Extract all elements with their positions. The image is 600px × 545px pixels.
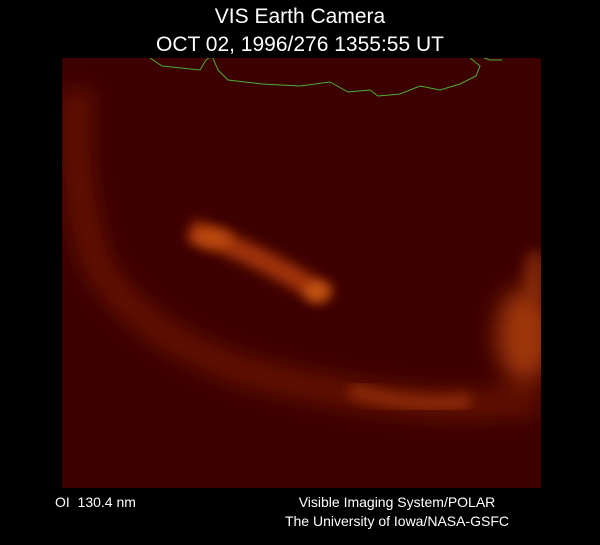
coastline <box>149 58 502 97</box>
aurora-arc <box>347 382 472 412</box>
credit-line: Visible Imaging System/POLAR <box>299 494 496 510</box>
aurora-spot <box>523 250 541 300</box>
timestamp: OCT 02, 1996/276 1355:55 UT <box>156 33 444 56</box>
wavelength: OI 130.4 nm <box>55 494 136 510</box>
credit-line: The University of Iowa/NASA-GSFC <box>285 513 509 529</box>
aurora-spot <box>497 287 541 383</box>
aurora-spot <box>304 283 332 301</box>
aurora-spot <box>192 228 232 248</box>
title: VIS Earth Camera <box>215 5 386 28</box>
auroral-image <box>62 58 541 488</box>
